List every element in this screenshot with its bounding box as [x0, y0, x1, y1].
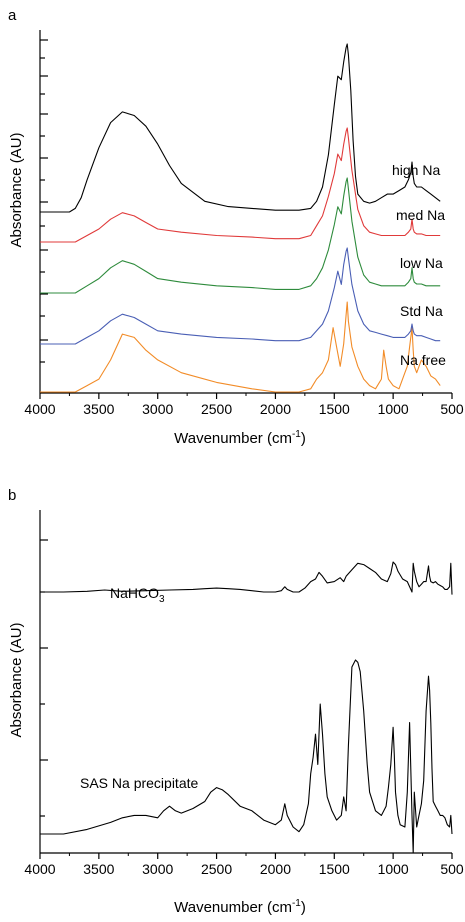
panel-a-series-label-3: Std Na	[400, 303, 443, 319]
panel-b-series-labels: NaHCO3 SAS Na precipitate	[80, 585, 198, 791]
panel-b-x-axis-superscript: -1	[292, 898, 301, 909]
panel-a-x-tick-label-1500: 1500	[319, 401, 350, 417]
panel-a-series-labels: high Na med Na low Na Std Na Na free	[392, 162, 446, 368]
panel-b-x-tick-label-3500: 3500	[83, 861, 114, 877]
panel-b-chart: b Absorbance (AU) Wavenumber (cm-1) 4000…	[8, 487, 464, 916]
panel-a-series-line-4	[40, 43, 441, 213]
panel-a-series-line-0	[40, 301, 441, 393]
panel-b-plot-area: 4000 3500 3000 2500 2000 1500 1000 500	[24, 510, 464, 877]
panel-b-letter: b	[8, 487, 16, 504]
panel-b-x-axis-title: Wavenumber (cm-1)	[174, 898, 306, 916]
panel-b-series-line-1	[40, 659, 453, 854]
panel-a-x-tick-label-3500: 3500	[83, 401, 114, 417]
panel-a-series-line-3	[40, 127, 441, 243]
panel-b-y-axis-title: Absorbance (AU)	[8, 622, 25, 737]
panel-a-y-axis-title: Absorbance (AU)	[8, 132, 25, 247]
panel-a-series-line-1	[40, 247, 441, 345]
panel-a-series-label-2: low Na	[400, 255, 443, 271]
panel-b-series-line-0	[40, 561, 453, 595]
panel-a-x-tick-label-4000: 4000	[24, 401, 55, 417]
panel-a-x-axis-title: Wavenumber (cm-1)	[174, 429, 306, 447]
panel-b-x-tick-label-1500: 1500	[319, 861, 350, 877]
panel-a-chart: a Absorbance (AU) Wavenumber (cm-1) 4000…	[8, 7, 464, 447]
panel-b-x-tick-label-1000: 1000	[378, 861, 409, 877]
panel-a-x-tick-label-2500: 2500	[201, 401, 232, 417]
panel-a-x-axis-superscript: -1	[292, 429, 301, 440]
panel-a-x-tick-label-3000: 3000	[142, 401, 173, 417]
panel-a-series-line-2	[40, 177, 441, 294]
panel-a-x-tick-label-1000: 1000	[378, 401, 409, 417]
panel-b-series-label-1: SAS Na precipitate	[80, 775, 198, 791]
panel-a-series-label-0: high Na	[392, 162, 440, 178]
panel-a-x-tick-label-500: 500	[440, 401, 464, 417]
panel-a-series-label-1: med Na	[396, 207, 445, 223]
panel-b-x-tick-label-2000: 2000	[260, 861, 291, 877]
panel-b-x-tick-label-4000: 4000	[24, 861, 55, 877]
panel-a-letter: a	[8, 7, 17, 24]
panel-a-plot-area: 4000 3500 3000 2500 2000 1500 1000 500	[24, 30, 464, 417]
panel-b-x-tick-label-3000: 3000	[142, 861, 173, 877]
panel-a-x-tick-label-2000: 2000	[260, 401, 291, 417]
panel-a-series-label-4: Na free	[400, 352, 446, 368]
panel-b-x-tick-label-2500: 2500	[201, 861, 232, 877]
panel-b-x-tick-label-500: 500	[440, 861, 464, 877]
panel-b-series-label-0: NaHCO3	[110, 585, 165, 605]
